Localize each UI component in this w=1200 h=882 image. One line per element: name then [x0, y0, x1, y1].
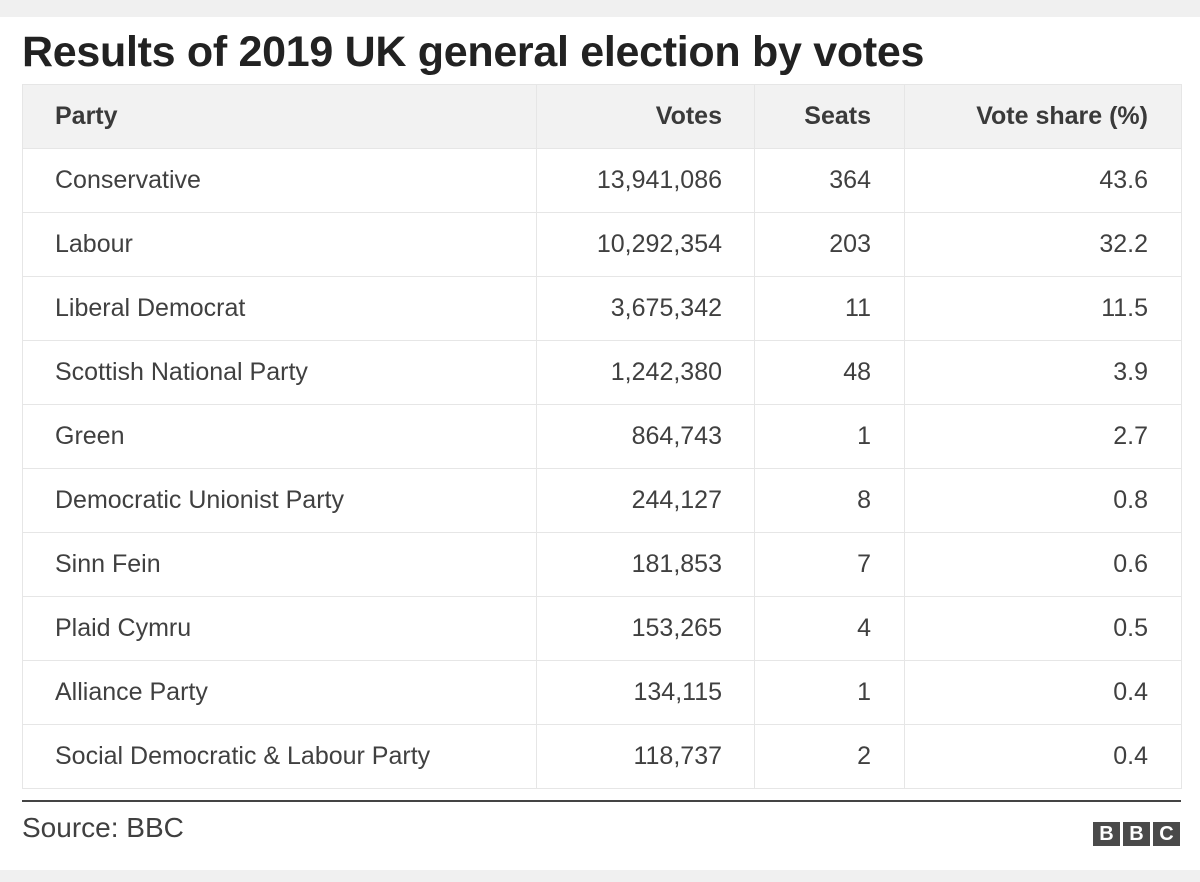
cell-party: Sinn Fein: [22, 532, 537, 597]
cell-party: Liberal Democrat: [22, 276, 537, 341]
cell-votes: 1,242,380: [536, 340, 755, 405]
table-body: Conservative 13,941,086 364 43.6 Labour 10,29…: [22, 148, 1182, 789]
bbc-logo-letter: B: [1093, 822, 1120, 846]
table-row: Social Democratic & Labour Party 118,737 2…: [22, 724, 1182, 789]
cell-votes: 3,675,342: [536, 276, 755, 341]
column-header-votes: Votes: [536, 84, 755, 149]
cell-vote-share: 0.8: [904, 468, 1182, 533]
cell-seats: 1: [754, 404, 905, 469]
table-row: Plaid Cymru 153,265 4 0.5: [22, 596, 1182, 661]
cell-vote-share: 3.9: [904, 340, 1182, 405]
cell-votes: 134,115: [536, 660, 755, 725]
cell-vote-share: 0.5: [904, 596, 1182, 661]
bbc-logo-letter: B: [1123, 822, 1150, 846]
cell-party: Conservative: [22, 148, 537, 213]
cell-seats: 48: [754, 340, 905, 405]
table-row: Democratic Unionist Party 244,127 8 0.8: [22, 468, 1182, 533]
cell-votes: 153,265: [536, 596, 755, 661]
cell-seats: 7: [754, 532, 905, 597]
results-table: Party Votes Seats Vote share (%) Conserv…: [22, 84, 1182, 789]
cell-votes: 244,127: [536, 468, 755, 533]
cell-seats: 203: [754, 212, 905, 277]
bbc-logo-letter: C: [1153, 822, 1180, 846]
cell-seats: 4: [754, 596, 905, 661]
cell-vote-share: 43.6: [904, 148, 1182, 213]
column-header-party: Party: [22, 84, 537, 149]
cell-votes: 864,743: [536, 404, 755, 469]
cell-vote-share: 0.4: [904, 660, 1182, 725]
cell-vote-share: 0.6: [904, 532, 1182, 597]
table-row: Alliance Party 134,115 1 0.4: [22, 660, 1182, 725]
table-row: Scottish National Party 1,242,380 48 3.9: [22, 340, 1182, 405]
chart-title: Results of 2019 UK general election by v…: [22, 28, 925, 76]
cell-party: Scottish National Party: [22, 340, 537, 405]
cell-seats: 2: [754, 724, 905, 789]
cell-party: Green: [22, 404, 537, 469]
column-header-vote-share: Vote share (%): [904, 84, 1182, 149]
cell-party: Social Democratic & Labour Party: [22, 724, 537, 789]
cell-seats: 11: [754, 276, 905, 341]
cell-votes: 10,292,354: [536, 212, 755, 277]
cell-vote-share: 11.5: [904, 276, 1182, 341]
cell-party: Labour: [22, 212, 537, 277]
table-row: Liberal Democrat 3,675,342 11 11.5: [22, 276, 1182, 341]
cell-seats: 364: [754, 148, 905, 213]
table-row: Sinn Fein 181,853 7 0.6: [22, 532, 1182, 597]
cell-party: Plaid Cymru: [22, 596, 537, 661]
column-header-seats: Seats: [754, 84, 905, 149]
table-row: Labour 10,292,354 203 32.2: [22, 212, 1182, 277]
cell-seats: 8: [754, 468, 905, 533]
cell-vote-share: 2.7: [904, 404, 1182, 469]
cell-votes: 181,853: [536, 532, 755, 597]
cell-party: Alliance Party: [22, 660, 537, 725]
table-row: Green 864,743 1 2.7: [22, 404, 1182, 469]
table-header-row: Party Votes Seats Vote share (%): [22, 84, 1182, 149]
cell-seats: 1: [754, 660, 905, 725]
cell-vote-share: 32.2: [904, 212, 1182, 277]
source-note: Source: BBC: [22, 812, 184, 843]
table-row: Conservative 13,941,086 364 43.6: [22, 148, 1182, 213]
cell-party: Democratic Unionist Party: [22, 468, 537, 533]
cell-vote-share: 0.4: [904, 724, 1182, 789]
cell-votes: 118,737: [536, 724, 755, 789]
cell-votes: 13,941,086: [536, 148, 755, 213]
bbc-logo: B B C: [1093, 822, 1180, 846]
table-bottom-rule: [22, 800, 1181, 802]
